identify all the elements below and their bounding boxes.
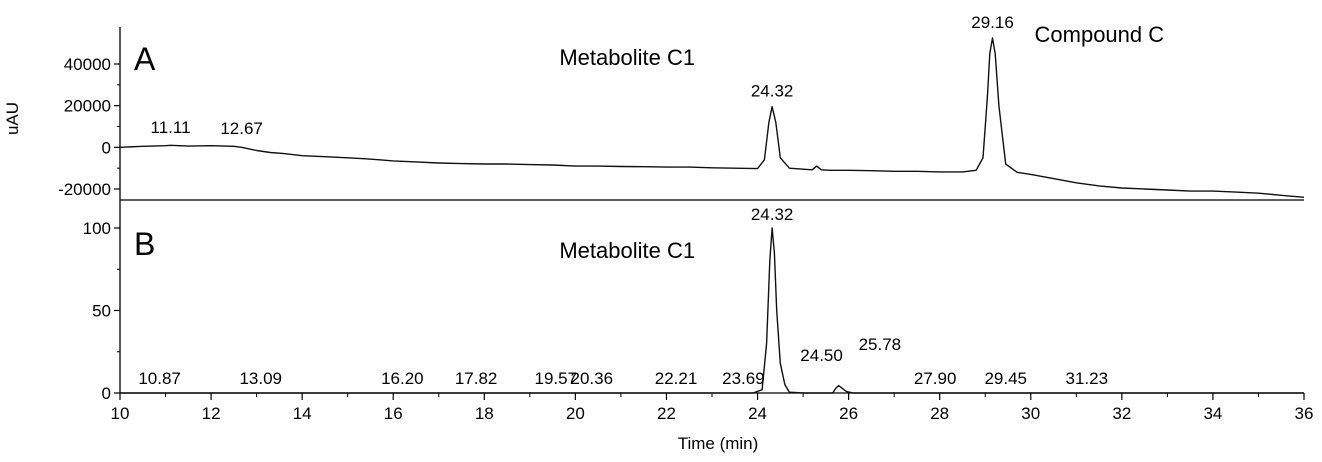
peak-label: 11.11: [151, 118, 191, 137]
peak-label: 20.36: [571, 369, 614, 388]
x-tick-label: 18: [475, 404, 494, 423]
y-tick-label: 0: [102, 384, 111, 403]
peak-label: 24.32: [751, 82, 794, 101]
y-tick-label: 0: [102, 138, 111, 157]
panel-a: -20000 0 20000 40000 uAU A Metabolite C1 Compou…: [3, 13, 1305, 201]
panel-b: 0 50 100 B Metabolite C1 10.87 13.09 16.20 17.82…: [83, 200, 1314, 453]
x-tick-label: 20: [566, 404, 585, 423]
peak-label: 22.21: [655, 369, 698, 388]
x-tick-label: 32: [1112, 404, 1131, 423]
x-tick-label: 30: [1021, 404, 1040, 423]
x-tick-label: 14: [293, 404, 312, 423]
compound-annotation: Compound C: [1035, 22, 1165, 47]
panel-letter: A: [134, 41, 156, 77]
x-tick-label: 24: [748, 404, 767, 423]
x-axis-title: Time (min): [678, 434, 759, 453]
peak-label: 29.16: [971, 13, 1014, 32]
peak-label: 19.57: [535, 369, 578, 388]
peak-label: 27.90: [914, 369, 957, 388]
peak-label: 23.69: [722, 369, 765, 388]
peak-label: 25.78: [859, 335, 902, 354]
peak-label: 24.32: [751, 205, 794, 224]
chromatogram-trace: [120, 227, 1304, 394]
peak-label: 17.82: [455, 369, 498, 388]
panel-letter: B: [134, 226, 155, 262]
y-tick-label: 20000: [64, 97, 111, 116]
y-tick-label: 50: [92, 302, 111, 321]
x-tick-label: 36: [1295, 404, 1314, 423]
y-tick-label: 100: [83, 219, 111, 238]
x-tick-label: 34: [1203, 404, 1222, 423]
peak-label: 10.87: [138, 369, 181, 388]
peak-label: 12.67: [220, 119, 263, 138]
x-tick-label: 16: [384, 404, 403, 423]
x-tick-label: 10: [111, 404, 130, 423]
y-axis-title: uAU: [3, 102, 22, 135]
x-tick-label: 28: [930, 404, 949, 423]
peak-label: 13.09: [239, 369, 282, 388]
y-tick-label: -20000: [58, 180, 111, 199]
y-tick-label: 40000: [64, 55, 111, 74]
compound-annotation: Metabolite C1: [559, 238, 695, 263]
chromatogram-trace: [119, 37, 1305, 198]
x-tick-label: 22: [657, 404, 676, 423]
peak-label: 16.20: [381, 369, 424, 388]
peak-label: 29.45: [984, 369, 1027, 388]
compound-annotation: Metabolite C1: [559, 45, 695, 70]
peak-label: 24.50: [800, 346, 843, 365]
x-tick-label: 26: [839, 404, 858, 423]
x-tick-label: 12: [202, 404, 221, 423]
peak-label: 31.23: [1066, 369, 1109, 388]
